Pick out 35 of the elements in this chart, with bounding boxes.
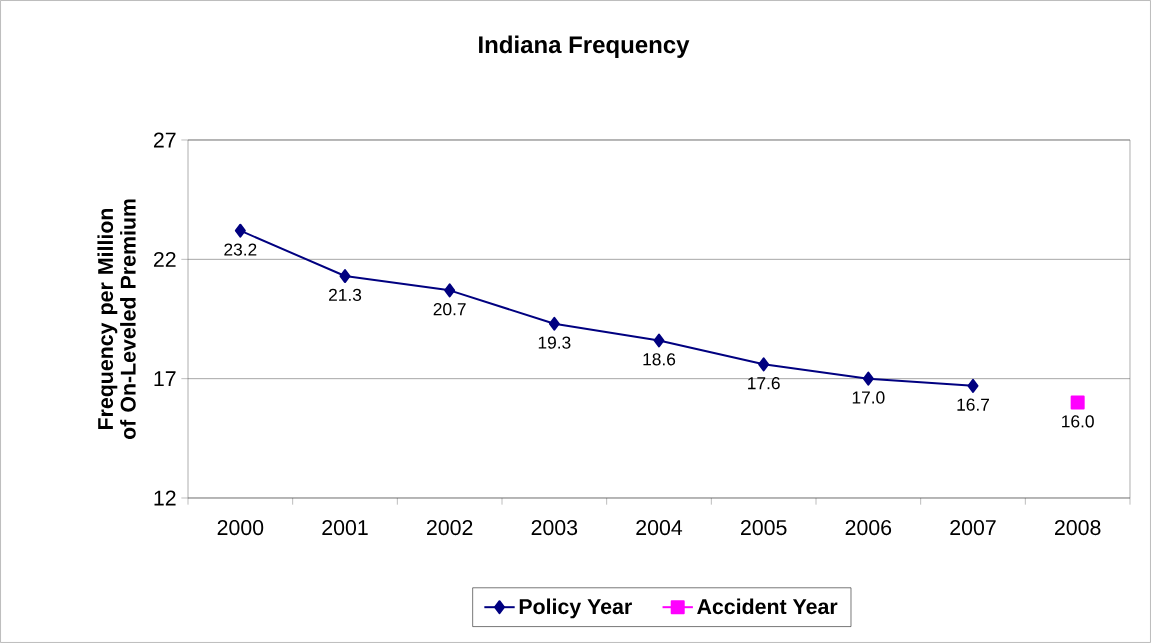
x-tick-label: 2004 <box>636 520 683 536</box>
x-tick-label: 2000 <box>217 520 264 536</box>
data-label: 23.2 <box>224 243 257 256</box>
point <box>758 357 770 372</box>
data-label: 16.7 <box>957 398 989 411</box>
y-tick-label: 12 <box>154 490 176 506</box>
y-tick-label: 17 <box>154 371 176 386</box>
legend-label: Policy Year <box>519 598 632 619</box>
data-label: 19.3 <box>538 336 571 349</box>
data-label: 17.6 <box>748 377 780 390</box>
x-tick-label: 2003 <box>531 520 578 536</box>
data-label: 17.0 <box>852 391 885 404</box>
point <box>862 371 874 386</box>
x-tick-label: 2005 <box>741 520 787 536</box>
x-tick-label: 2007 <box>950 520 996 536</box>
x-tick-label: 2006 <box>845 520 892 536</box>
x-tick-label: 2008 <box>1055 520 1101 536</box>
x-tick-label: 2002 <box>427 520 473 536</box>
data-label: 18.6 <box>643 353 676 366</box>
y-tick-label: 22 <box>153 251 176 267</box>
point <box>339 269 351 284</box>
point <box>444 283 456 298</box>
x-tick-label: 2001 <box>322 520 368 536</box>
point <box>1070 395 1085 410</box>
point <box>234 223 246 238</box>
data-label: 21.3 <box>329 288 362 302</box>
chart-title: Indiana Frequency <box>479 35 690 58</box>
y-tick-label: 27 <box>153 132 176 148</box>
data-label: 16.0 <box>1062 415 1094 428</box>
data-label: 20.7 <box>433 303 466 316</box>
point <box>548 316 560 331</box>
legend-label: Accident Year <box>697 598 838 615</box>
y-axis-title: Frequency per Million of On-Leveled Premium <box>97 199 136 440</box>
point <box>967 378 979 393</box>
point <box>653 333 665 348</box>
